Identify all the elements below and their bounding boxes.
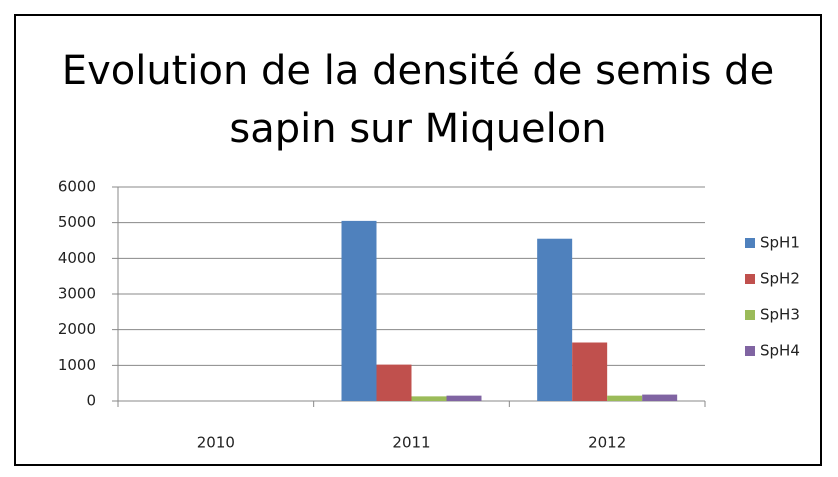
bar bbox=[537, 238, 573, 401]
legend-swatch bbox=[745, 346, 755, 356]
legend-label: SpH2 bbox=[760, 270, 800, 288]
bar bbox=[642, 394, 678, 401]
legend-swatch bbox=[745, 274, 755, 284]
bar bbox=[572, 342, 608, 401]
chart-border bbox=[14, 14, 822, 466]
y-tick-label: 6000 bbox=[58, 178, 96, 196]
legend-swatch bbox=[745, 238, 755, 248]
bar bbox=[376, 364, 412, 401]
legend-label: SpH3 bbox=[760, 306, 800, 324]
bar bbox=[341, 220, 377, 401]
y-tick-label: 3000 bbox=[58, 285, 96, 303]
chart-title: Evolution de la densité de semis de sapi… bbox=[61, 48, 775, 152]
bar bbox=[607, 395, 643, 401]
y-tick-label: 1000 bbox=[58, 356, 96, 374]
x-tick-label: 2012 bbox=[588, 434, 626, 452]
legend-label: SpH1 bbox=[760, 234, 800, 252]
x-tick-label: 2010 bbox=[197, 434, 235, 452]
y-tick-label: 5000 bbox=[58, 213, 96, 231]
legend-label: SpH4 bbox=[760, 342, 800, 360]
x-tick-label: 2011 bbox=[392, 434, 430, 452]
y-tick-label: 0 bbox=[86, 392, 96, 410]
y-tick-label: 4000 bbox=[58, 249, 96, 267]
y-tick-label: 2000 bbox=[58, 320, 96, 338]
bar bbox=[446, 395, 482, 401]
legend-swatch bbox=[745, 310, 755, 320]
bar bbox=[411, 396, 447, 401]
